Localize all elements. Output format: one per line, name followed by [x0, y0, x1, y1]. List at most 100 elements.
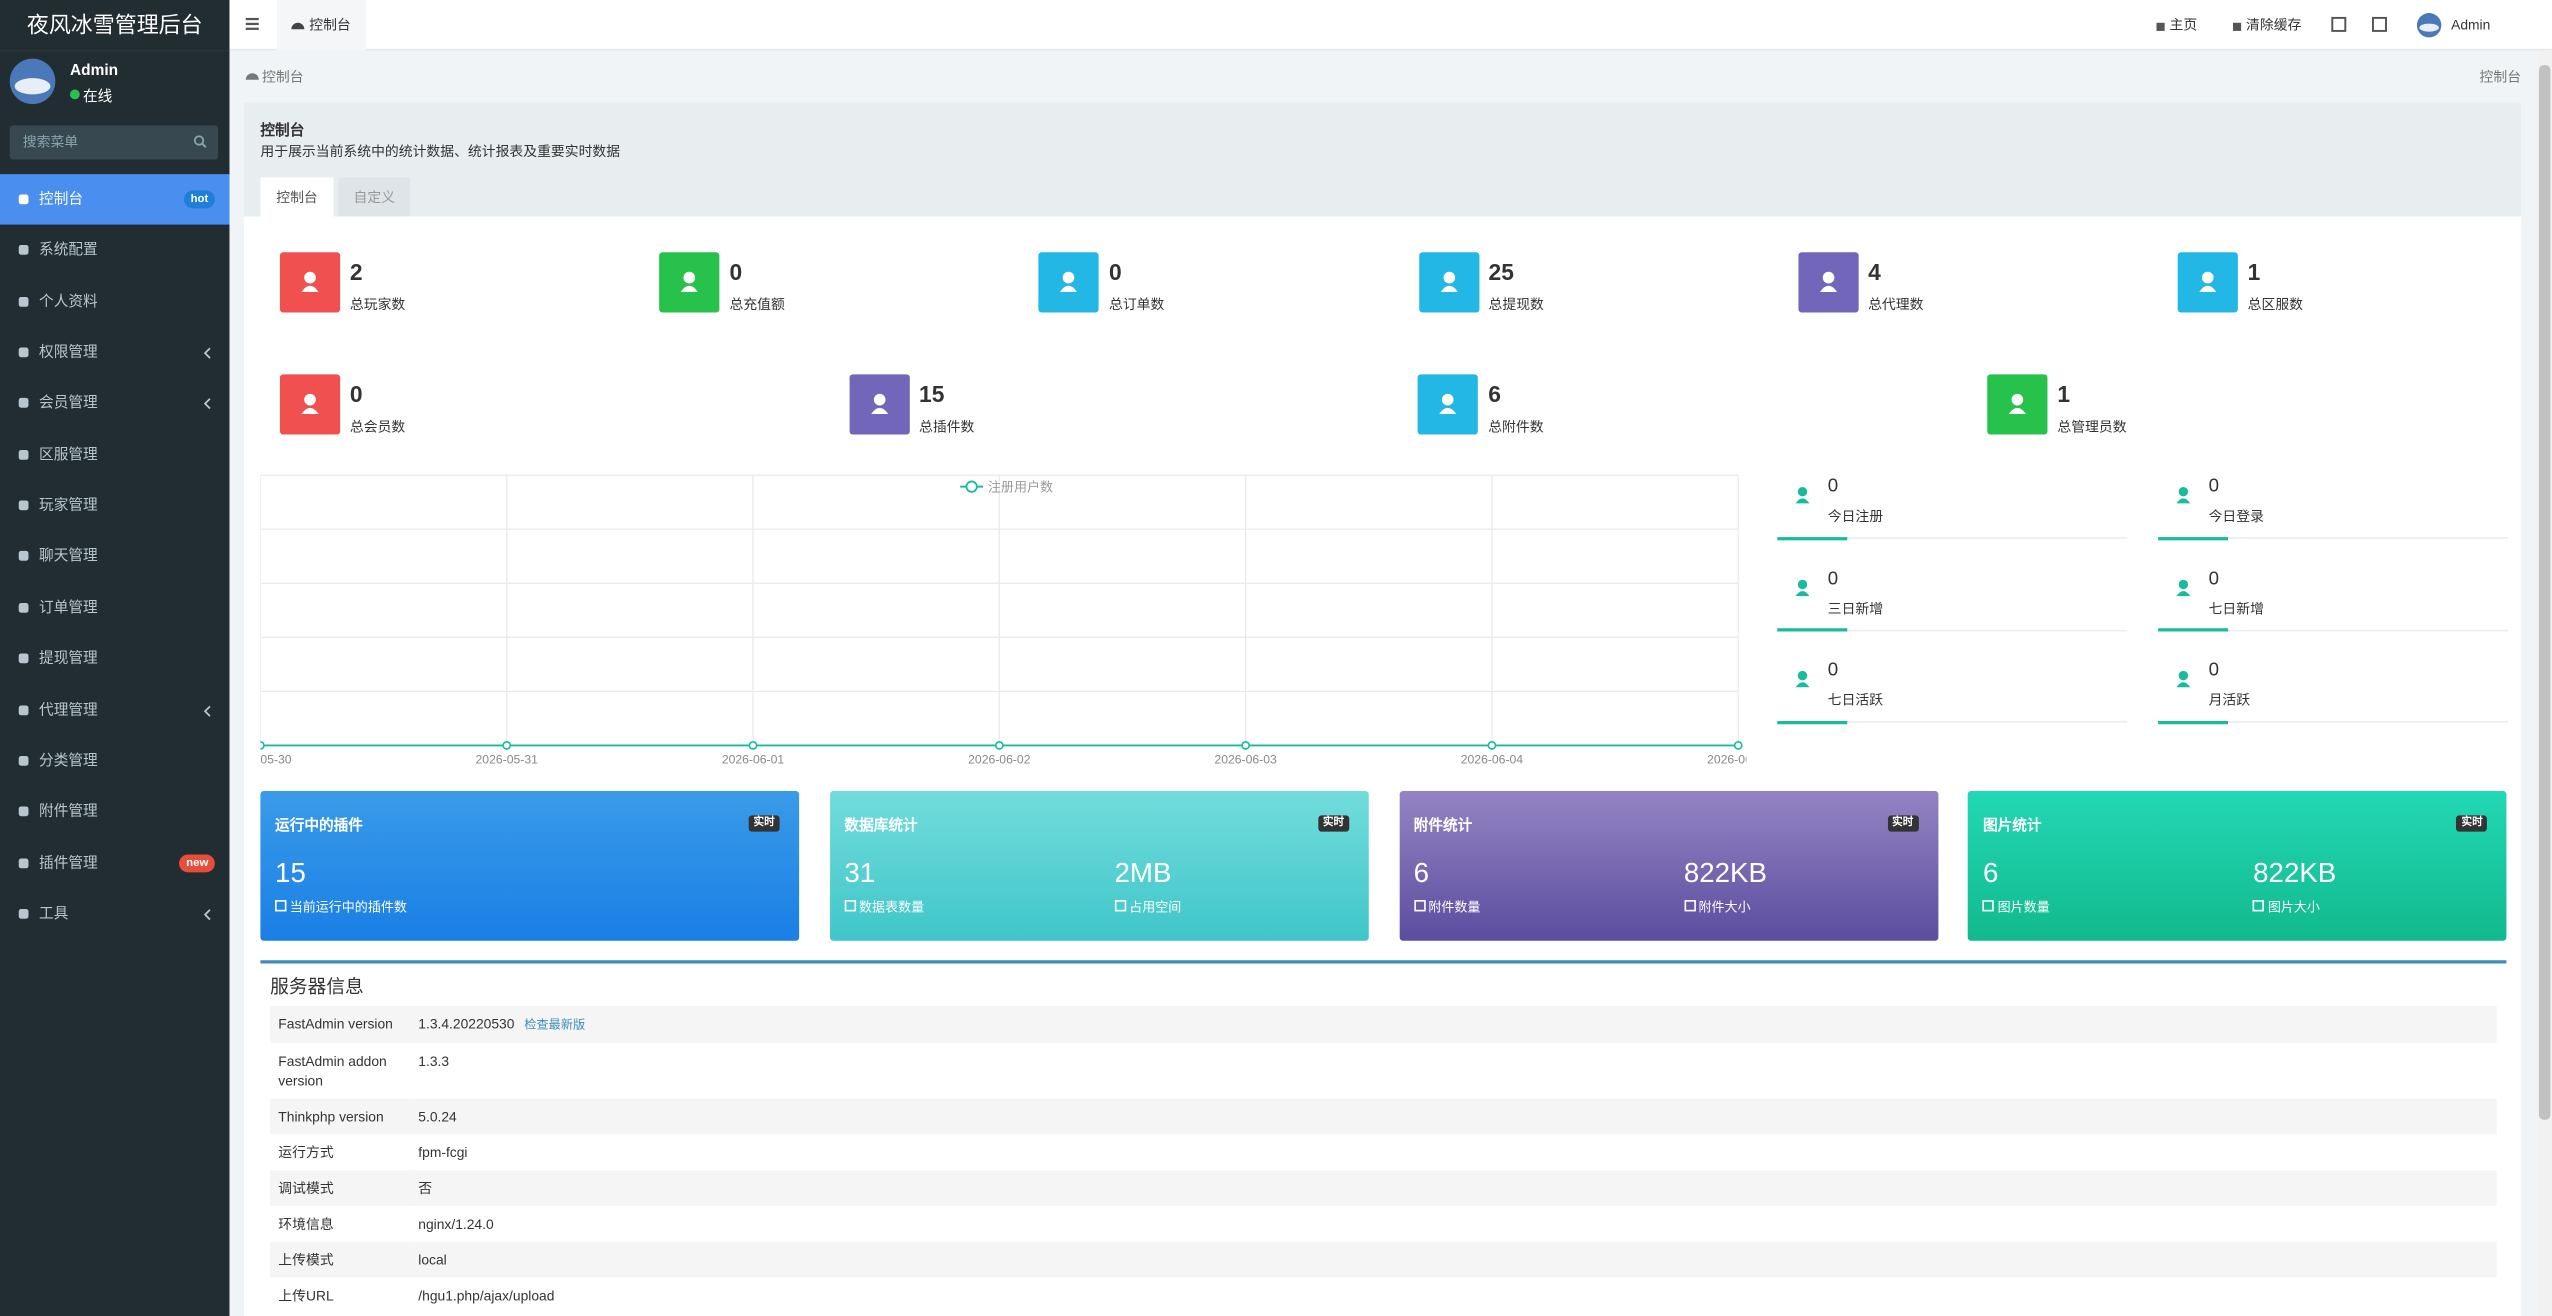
card-label: 图片数量 — [1997, 900, 2050, 915]
header-tab[interactable] — [276, 0, 367, 51]
menu-item[interactable]: 附件管理 — [39, 802, 98, 819]
stat-icon — [681, 271, 699, 292]
menu-item[interactable]: 权限管理 — [39, 343, 98, 360]
card-badge: 实时 — [748, 815, 780, 832]
stat-card — [1968, 790, 2508, 941]
header-tab-label[interactable]: 控制台 — [309, 16, 351, 33]
server-row: 上传模式 local — [270, 1241, 2497, 1278]
server-value-text: nginx/1.24.0 — [418, 1215, 494, 1233]
x-tick-label: 2026-05-31 — [476, 752, 539, 766]
scrollbar-thumb — [2538, 65, 2551, 1120]
server-value-text: /hgu1.php/ajax/upload — [418, 1287, 555, 1304]
header-link[interactable]: 清除缓存 — [2246, 16, 2302, 33]
menu-badge: new — [179, 853, 215, 872]
stat-value: 1 — [2247, 258, 2261, 285]
x-tick-label: 2026-06-01 — [722, 752, 785, 766]
stat-label: 总提现数 — [1488, 296, 1544, 313]
menu-item[interactable]: 系统配置 — [39, 241, 98, 258]
icon-head — [873, 393, 885, 406]
card-title: 附件统计 — [1413, 817, 1473, 834]
menu-item[interactable]: 会员管理 — [39, 394, 98, 411]
menu-item[interactable]: 插件管理 — [39, 853, 98, 871]
stat-card — [829, 790, 1369, 941]
header-icon — [2371, 16, 2387, 32]
quick-value: 0 — [1827, 476, 1839, 497]
glyph — [2371, 16, 2387, 32]
glyph — [18, 908, 29, 919]
status-dot — [69, 89, 80, 100]
dot — [69, 89, 80, 100]
card-icon — [2253, 900, 2265, 912]
x-tick-label: 2026-06-03 — [1214, 752, 1277, 766]
server-value-text: 1.3.3 — [418, 1053, 450, 1070]
header-link[interactable]: 主页 — [2169, 16, 2198, 33]
glyph — [18, 653, 29, 664]
quick-rule-accent — [2158, 720, 2229, 724]
tab-icon — [291, 22, 305, 30]
menu-item[interactable]: 提现管理 — [39, 649, 98, 666]
glyph — [18, 194, 29, 205]
submenu-arrow — [203, 398, 211, 410]
card-value: 2MB — [1114, 857, 1172, 889]
glyph — [18, 245, 29, 256]
menu-item[interactable]: 个人资料 — [39, 292, 98, 309]
icon-body — [870, 407, 888, 415]
point — [1241, 741, 1251, 750]
glyph — [18, 602, 29, 613]
stat-label: 总代理数 — [1868, 296, 1924, 313]
menu-item[interactable]: 区服管理 — [39, 445, 98, 462]
header-user[interactable]: Admin — [2451, 16, 2491, 33]
menu-icon — [18, 449, 29, 460]
glyph — [18, 449, 29, 460]
menu-icon — [18, 551, 29, 562]
stat-value: 4 — [1868, 258, 1881, 285]
icon-head — [683, 271, 696, 284]
quick-label: 今日登录 — [2208, 507, 2264, 525]
quick-rule-accent — [1777, 536, 1848, 540]
brand: 夜风冰雪管理后台 — [26, 13, 203, 38]
x-tick-label: 2026-06-02 — [968, 752, 1031, 766]
quick-label: 今日注册 — [1827, 507, 1884, 525]
menu-icon — [18, 908, 29, 919]
menu-item[interactable]: 聊天管理 — [39, 547, 98, 564]
server-label: 调试模式 — [278, 1179, 334, 1197]
header-icon — [2331, 16, 2347, 32]
menu-item[interactable]: 订单管理 — [39, 598, 98, 615]
menu-item[interactable]: 分类管理 — [39, 751, 98, 768]
gauge — [245, 73, 259, 80]
menu-icon — [18, 806, 29, 817]
menu-icon — [18, 755, 29, 766]
icon-body — [1060, 285, 1078, 292]
quick-value: 0 — [2208, 568, 2220, 589]
submenu-arrow — [203, 908, 211, 921]
icon-head — [2178, 578, 2189, 589]
glyph — [18, 806, 29, 817]
server-row: 上传URL/hgu1.php/ajax/upload — [270, 1277, 2497, 1314]
icon-head — [2201, 271, 2214, 284]
glyph — [844, 900, 856, 912]
search-box[interactable] — [9, 125, 219, 160]
card-value: 6 — [1413, 857, 1430, 889]
panel-desc: 用于展示当前系统中的统计数据、统计报表及重要实时数据 — [260, 143, 621, 160]
menu-icon — [18, 653, 29, 664]
card-badge: 实时 — [2456, 815, 2488, 832]
quick-rule — [2158, 721, 2509, 723]
server-link[interactable]: 检查最新版 — [524, 1017, 586, 1032]
quick-rule — [1777, 537, 2128, 539]
submenu-arrow — [203, 347, 211, 359]
menu-icon — [18, 398, 29, 409]
menu-icon — [18, 704, 29, 715]
menu-item[interactable]: 玩家管理 — [39, 496, 98, 513]
panel-tab[interactable]: 自定义 — [338, 177, 411, 217]
card-value: 31 — [844, 857, 876, 889]
icon-body — [2176, 682, 2191, 688]
menu-item[interactable]: 代理管理 — [39, 700, 98, 717]
server-row: 运行方式 fpm-fcgi — [270, 1134, 2497, 1171]
panel-tab[interactable]: 控制台 — [260, 177, 334, 217]
icon-head — [1797, 670, 1808, 681]
menu-item[interactable]: 工具 — [39, 904, 69, 922]
menu-item[interactable]: 控制台 — [39, 190, 84, 207]
search-placeholder[interactable]: 搜索菜单 — [22, 133, 79, 150]
stat-icon — [1819, 271, 1837, 292]
